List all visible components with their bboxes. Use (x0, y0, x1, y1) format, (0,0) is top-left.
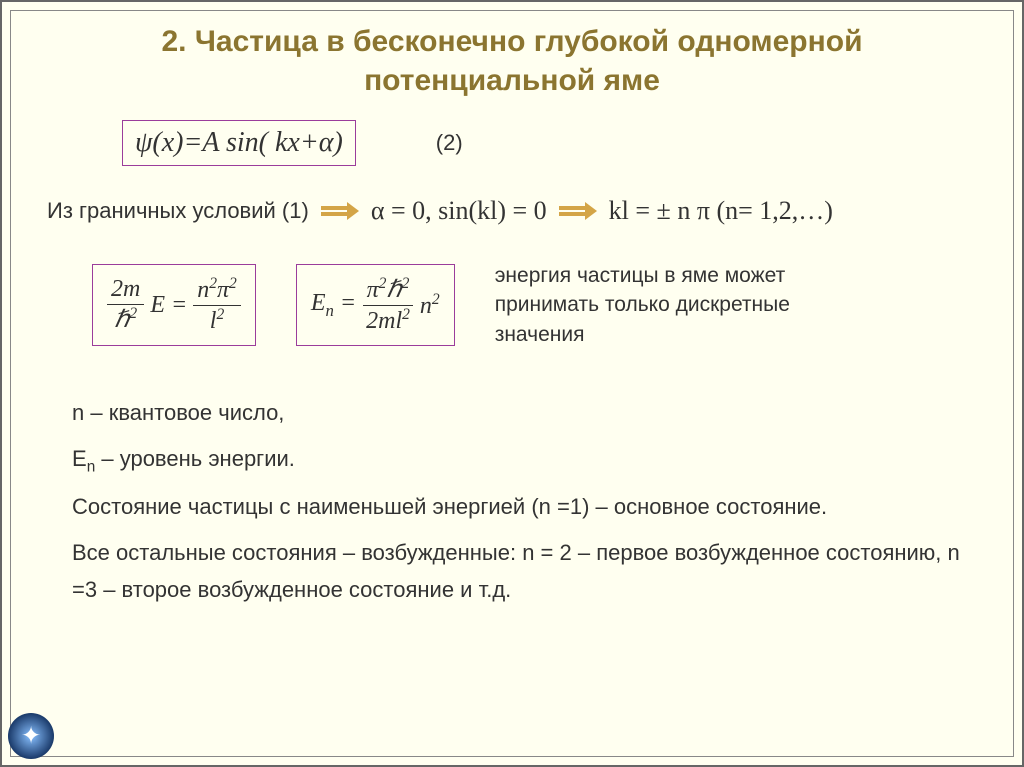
arrow-icon (321, 204, 359, 218)
arrow-icon (559, 204, 597, 218)
logo-icon (8, 713, 54, 759)
